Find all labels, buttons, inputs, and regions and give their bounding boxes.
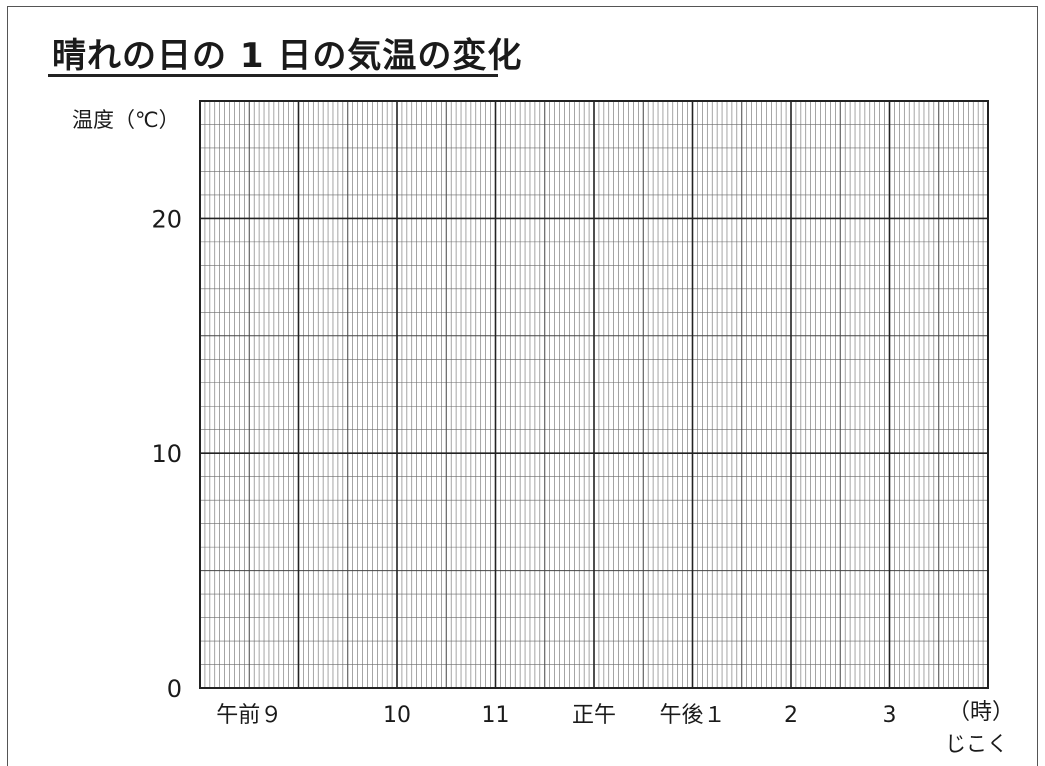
y-tick-label: 0 — [167, 675, 182, 703]
x-tick-label: 午後１ — [659, 703, 725, 728]
x-tick-label: 11 — [482, 703, 510, 728]
x-tick-label: 正午 — [572, 703, 616, 728]
y-tick-labels: 0 10 20 — [151, 205, 182, 703]
plot-border — [199, 100, 989, 689]
major-grid — [200, 101, 988, 688]
x-tick-label: 午前９ — [216, 703, 282, 728]
y-axis-label: 温度（℃） — [72, 108, 180, 132]
page-frame — [7, 6, 1038, 766]
minor-grid — [200, 101, 988, 688]
x-tick-label: 10 — [383, 703, 411, 728]
x-tick-label: 2 — [784, 703, 798, 728]
x-tick-label: 3 — [883, 703, 897, 728]
y-tick-label: 10 — [151, 440, 182, 468]
x-axis-unit: （時） — [948, 700, 1015, 725]
x-tick-labels: 午前９ 10 11 正午 午後１ 2 3 — [216, 703, 896, 728]
chart-title: 晴れの日の 1 日の気温の変化 — [52, 36, 523, 76]
title-underline — [48, 74, 498, 77]
x-axis-label: じこく — [945, 732, 1008, 756]
y-tick-label: 20 — [151, 205, 182, 233]
